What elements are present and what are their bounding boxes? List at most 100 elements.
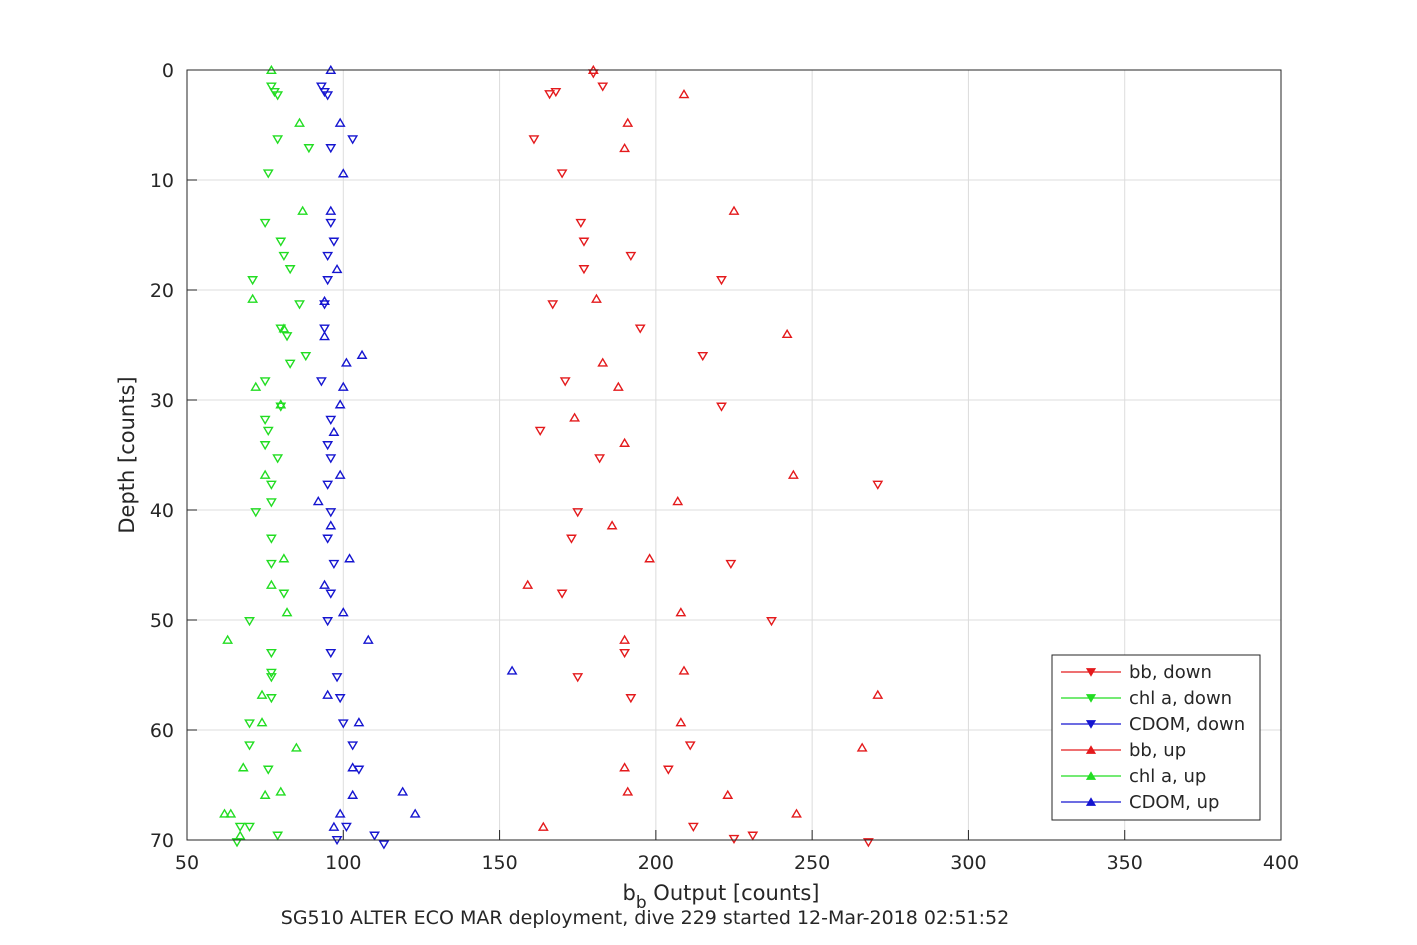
data-point-series-3: [675, 607, 687, 617]
data-point-series-3: [619, 437, 631, 447]
data-point-series-5: [334, 808, 346, 818]
legend-items: bb, down chl a, down CDOM, down bb, up chl a…: [1061, 662, 1245, 813]
y-tick-label: 70: [150, 830, 174, 852]
data-point-series-0: [534, 426, 546, 436]
data-point-series-1: [281, 332, 293, 342]
y-axis-label: Depth [counts]: [115, 376, 139, 533]
data-point-series-3: [606, 520, 618, 530]
data-point-series-3: [522, 579, 534, 589]
data-point-series-5: [356, 349, 368, 359]
data-point-series-5: [353, 717, 365, 727]
legend-label: bb, down: [1129, 662, 1212, 683]
data-point-series-5: [319, 295, 330, 306]
data-point-series-3: [791, 808, 802, 818]
data-point-series-1: [244, 741, 255, 751]
data-point-series-1: [265, 498, 277, 508]
data-point-series-1: [265, 534, 277, 544]
data-point-series-3: [537, 821, 549, 831]
data-point-series-1: [262, 169, 274, 179]
data-point-series-0: [684, 741, 696, 751]
x-tick-label: 200: [638, 852, 674, 874]
data-point-series-0: [528, 135, 540, 145]
data-point-series-0: [566, 534, 577, 544]
data-point-series-5: [325, 520, 337, 530]
data-point-series-5: [409, 808, 421, 818]
data-point-series-3: [597, 357, 609, 367]
data-point-series-5: [334, 399, 346, 409]
data-point-series-2: [322, 534, 334, 544]
data-point-series-2: [325, 415, 337, 425]
data-point-series-2: [322, 480, 334, 490]
data-point-series-1: [259, 218, 271, 229]
data-point-series-3: [622, 786, 634, 796]
data-point-series-5: [328, 426, 340, 436]
data-point-series-1: [272, 135, 284, 145]
legend: bb, down chl a, down CDOM, down bb, up chl a…: [1051, 654, 1261, 821]
data-point-series-1: [284, 359, 296, 369]
y-tick-label: 40: [150, 500, 174, 522]
data-point-series-5: [322, 689, 334, 699]
data-point-series-2: [325, 648, 337, 659]
data-point-series-2: [347, 135, 359, 145]
plot-frame: [186, 69, 1282, 841]
y-tick-label: 60: [150, 720, 174, 742]
data-point-series-5: [337, 168, 349, 178]
data-point-series-1: [234, 822, 246, 832]
data-point-series-4: [275, 786, 287, 796]
data-point-series-5: [397, 786, 409, 796]
data-point-series-4: [265, 579, 277, 589]
data-point-series-1: [275, 402, 287, 412]
data-point-series-4: [259, 469, 271, 479]
legend-marker: [1085, 668, 1097, 677]
data-point-series-2: [315, 82, 327, 92]
data-point-series-5: [319, 331, 330, 341]
data-point-series-0: [634, 324, 646, 334]
data-point-series-3: [728, 205, 740, 215]
data-point-series-4: [281, 607, 293, 617]
data-point-series-1: [303, 144, 315, 154]
data-point-series-0: [872, 480, 884, 490]
data-point-series-0: [572, 508, 584, 518]
data-point-series-2: [334, 694, 346, 704]
data-point-series-4: [237, 762, 249, 772]
data-point-series-1: [244, 719, 255, 729]
data-point-series-2: [325, 589, 337, 599]
data-point-series-3: [619, 142, 631, 153]
data-point-series-2: [347, 741, 359, 751]
data-point-series-1: [272, 454, 284, 464]
data-point-series-1: [244, 617, 255, 627]
data-point-series-2: [378, 840, 390, 850]
data-point-series-1: [265, 648, 277, 659]
legend-marker: [1085, 745, 1097, 754]
data-point-series-0: [597, 82, 609, 92]
legend-marker: [1085, 797, 1097, 806]
data-point-series-4: [222, 634, 234, 644]
data-point-series-1: [294, 300, 305, 310]
data-point-series-1: [259, 415, 271, 425]
data-point-series-2: [322, 251, 334, 262]
data-point-series-5: [325, 205, 337, 215]
data-point-series-0: [716, 402, 727, 412]
data-point-series-2: [325, 454, 337, 464]
data-point-series-2: [319, 324, 330, 334]
legend-label: CDOM, down: [1129, 714, 1245, 735]
data-point-series-0: [619, 648, 631, 659]
data-point-series-1: [265, 480, 277, 490]
x-tick-label: 100: [325, 852, 361, 874]
data-point-series-4: [297, 205, 309, 215]
data-point-series-0: [556, 589, 568, 599]
legend-marker: [1085, 694, 1097, 703]
data-point-series-1: [244, 822, 255, 832]
data-point-series-3: [672, 496, 684, 506]
data-point-series-3: [644, 553, 656, 563]
data-point-series-1: [284, 265, 296, 275]
data-point-series-4: [225, 808, 237, 818]
data-point-series-1: [265, 673, 277, 683]
data-point-series-1: [278, 589, 290, 599]
data-point-series-5: [331, 263, 343, 274]
data-point-series-2: [337, 719, 349, 729]
y-tick-label: 30: [150, 390, 174, 412]
data-point-series-1: [262, 765, 274, 775]
data-point-series-1: [272, 91, 284, 101]
legend-marker: [1085, 771, 1097, 780]
